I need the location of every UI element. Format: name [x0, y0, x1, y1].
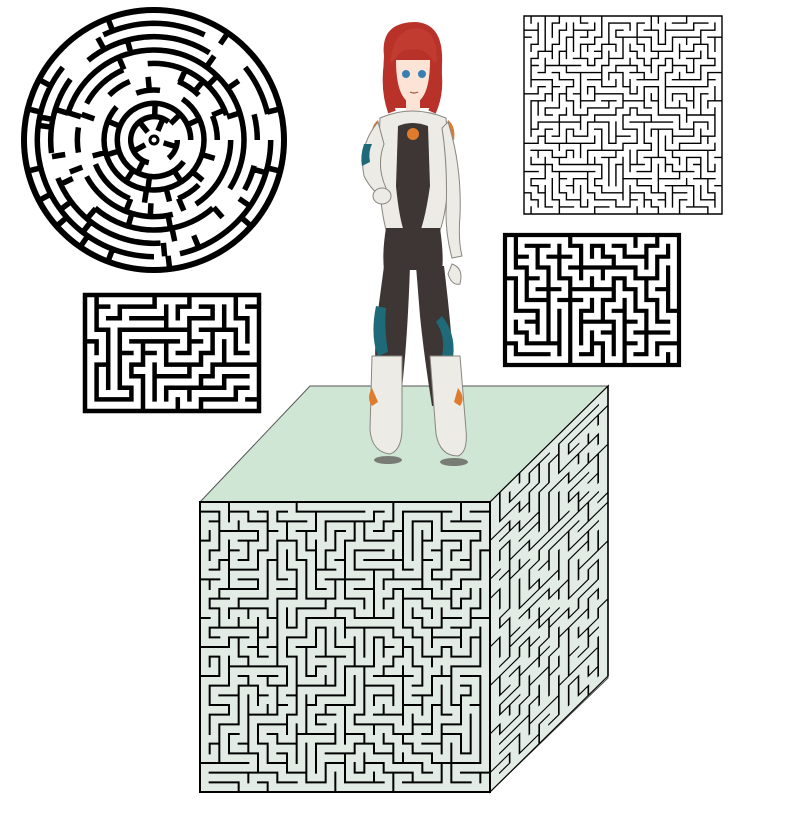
maze-cube	[196, 382, 612, 798]
maze-walls	[27, 17, 281, 270]
maze-walls	[82, 292, 262, 414]
left-rectangular-maze	[82, 292, 262, 414]
right-rectangular-maze	[502, 232, 682, 368]
square-maze-icon	[82, 292, 262, 414]
circular-maze	[18, 6, 290, 274]
maze-walls	[489, 384, 609, 794]
character-figure	[312, 16, 492, 470]
cube-maze-icon	[198, 384, 610, 794]
maze-walls	[523, 15, 723, 215]
circular-maze-icon	[21, 7, 287, 273]
fine-square-maze	[522, 14, 724, 216]
maze-walls	[199, 501, 491, 793]
square-maze-icon	[502, 232, 682, 368]
maze-walls	[502, 232, 682, 368]
character-figure-icon	[361, 22, 468, 466]
maze-center	[148, 134, 160, 146]
square-maze-icon	[523, 15, 723, 215]
